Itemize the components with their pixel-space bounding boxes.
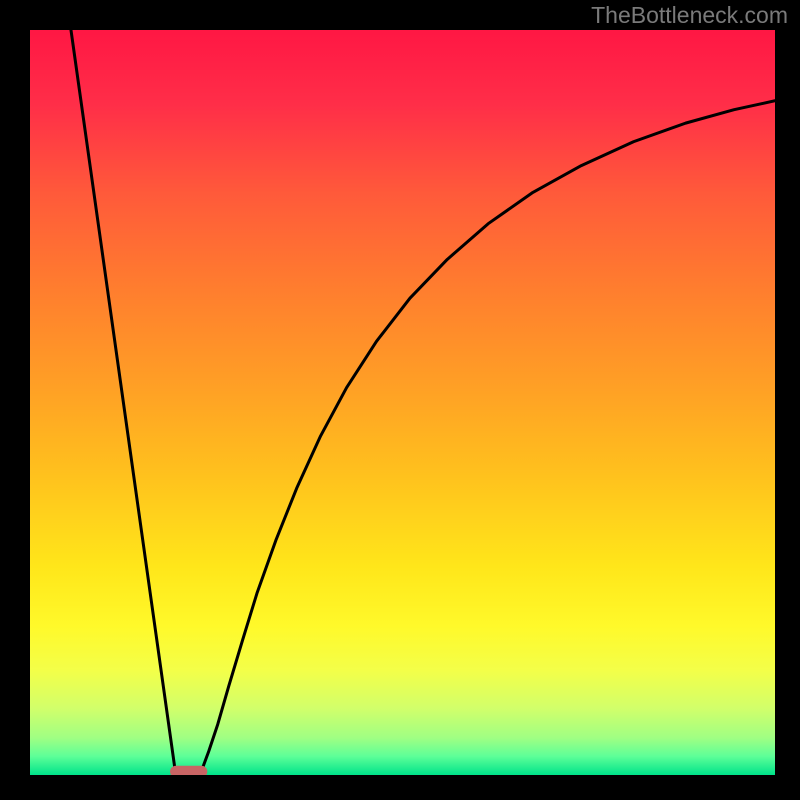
plot-background xyxy=(30,30,775,775)
chart-svg xyxy=(0,0,800,800)
bottleneck-chart: TheBottleneck.com xyxy=(0,0,800,800)
watermark-text: TheBottleneck.com xyxy=(591,2,788,29)
